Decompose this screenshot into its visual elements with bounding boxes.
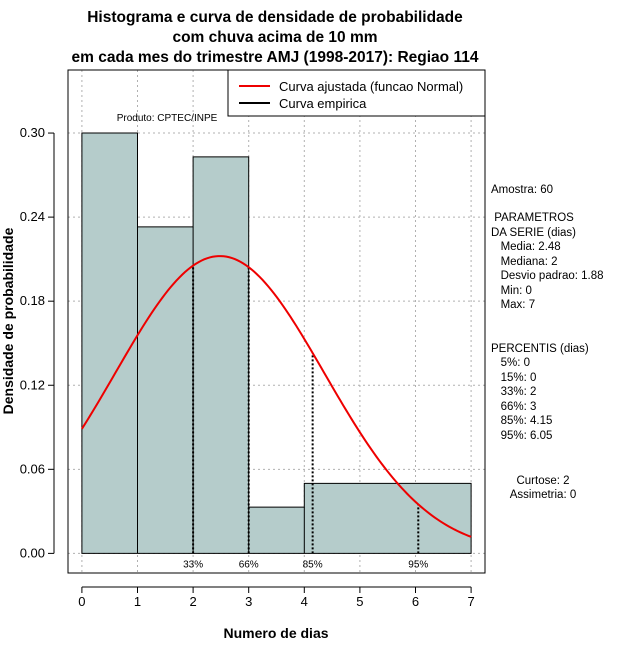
y-tick-label: 0.00: [20, 545, 45, 560]
histogram-bar: [304, 483, 472, 554]
y-tick-label: 0.30: [20, 125, 45, 140]
chart-title-line-3: em cada mes do trimestre AMJ (1998-2017)…: [72, 49, 479, 66]
histogram-bar: [81, 133, 138, 554]
y-tick-label: 0.24: [20, 209, 45, 224]
empirical-step-line: [81, 132, 472, 554]
percentile-line: 85%: 4.15: [491, 415, 552, 427]
x-tick-label: 4: [301, 594, 308, 609]
params-line: PARAMETROS: [491, 212, 574, 224]
x-tick-label: 6: [412, 594, 419, 609]
normal-curve: [81, 255, 472, 538]
percentile-line: 95%: 6.05: [491, 430, 552, 442]
percentile-markers: 33% 66% 85% 95%: [183, 265, 428, 570]
stats-panel: Amostra: 60 PARAMETROS DA SERIE (dias) M…: [491, 184, 604, 501]
params-line: Min: 0: [491, 285, 532, 297]
params-line: Max: 7: [491, 299, 535, 311]
percentile-label: 95%: [408, 559, 428, 570]
legend-label-empirical: Curva empirica: [279, 96, 367, 111]
params-line: Media: 2.48: [491, 241, 561, 253]
histogram-bar: [248, 507, 305, 554]
x-tick-label: 3: [245, 594, 252, 609]
histogram-bars: [81, 133, 472, 554]
params-line: DA SERIE (dias): [491, 227, 576, 239]
kurtosis: Curtose: 2: [516, 475, 569, 487]
y-axis-title: Densidade de probabilidade: [0, 227, 16, 414]
y-tick-label: 0.06: [20, 461, 45, 476]
percentile-line: 5%: 0: [491, 357, 530, 369]
x-axis: 0 1 2 3 4 5 6 7: [78, 586, 475, 609]
params-block: PARAMETROS DA SERIE (dias) Media: 2.48 M…: [491, 212, 604, 311]
x-tick-label: 7: [467, 594, 474, 609]
params-line: Mediana: 2: [491, 256, 557, 268]
chart-title-line-1: Histograma e curva de densidade de proba…: [87, 9, 463, 26]
product-note: Produto: CPTEC/INPE: [117, 113, 218, 124]
percentile-line: PERCENTIS (dias): [491, 343, 589, 355]
x-tick-label: 1: [134, 594, 141, 609]
normal-curve-line: [81, 255, 472, 538]
percentile-line: 33%: 2: [491, 386, 536, 398]
skewness: Assimetria: 0: [510, 489, 576, 501]
params-line: Desvio padrao: 1.88: [491, 270, 604, 282]
histogram-bar: [137, 226, 194, 554]
legend: Curva ajustada (funcao Normal) Curva emp…: [227, 69, 486, 117]
y-tick-label: 0.18: [20, 293, 45, 308]
y-tick-label: 0.12: [20, 377, 45, 392]
legend-label-normal: Curva ajustada (funcao Normal): [279, 79, 463, 94]
percentile-label: 85%: [303, 559, 323, 570]
legend-box: [227, 69, 486, 117]
percentile-label: 66%: [239, 559, 259, 570]
percentile-label: 33%: [183, 559, 203, 570]
x-tick-label: 0: [78, 594, 85, 609]
x-tick-label: 2: [189, 594, 196, 609]
x-axis-title: Numero de dias: [223, 625, 328, 641]
percentile-line: 15%: 0: [491, 372, 536, 384]
x-tick-label: 5: [356, 594, 363, 609]
chart-title-line-2: com chuva acima de 10 mm: [172, 29, 377, 46]
histogram-bar: [193, 156, 249, 554]
sample-size: Amostra: 60: [491, 184, 553, 196]
y-axis: 0.00 0.06 0.12 0.18 0.24 0.30: [20, 125, 55, 560]
percentiles-block: PERCENTIS (dias) 5%: 0 15%: 0 33%: 2 66%…: [491, 343, 589, 442]
percentile-line: 66%: 3: [491, 401, 536, 413]
